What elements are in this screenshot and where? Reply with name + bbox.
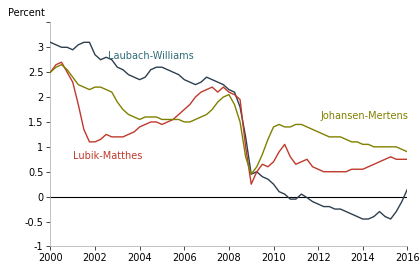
Text: Johansen-Mertens: Johansen-Mertens (320, 111, 408, 121)
Text: Percent: Percent (8, 8, 45, 18)
Text: Laubach-Williams: Laubach-Williams (108, 51, 194, 61)
Text: Lubik-Matthes: Lubik-Matthes (73, 151, 142, 161)
